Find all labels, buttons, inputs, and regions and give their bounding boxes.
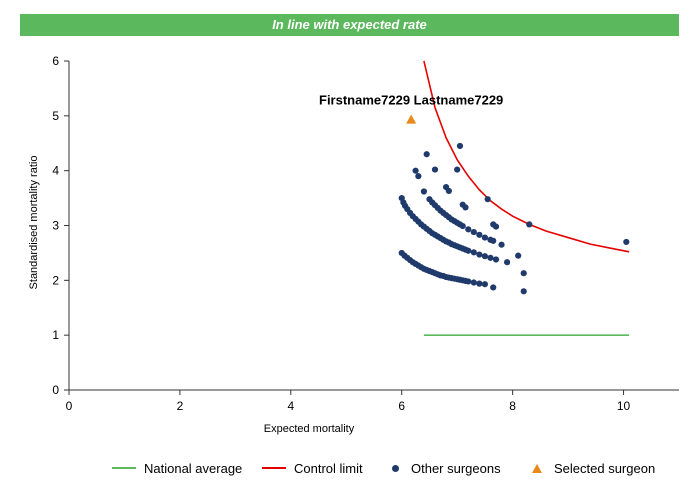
y-tick-label: 0 — [52, 383, 59, 397]
chart-title-banner: In line with expected rate — [20, 14, 679, 36]
other-surgeon-point — [476, 251, 483, 258]
selected-surgeon-swatch — [532, 463, 542, 473]
legend-item-selected-surgeon[interactable]: Selected surgeon — [528, 458, 655, 478]
legend-item-control-limit[interactable]: Control limit — [262, 458, 363, 478]
other-surgeon-point — [445, 187, 452, 195]
other-surgeon-point — [459, 222, 466, 230]
x-tick-label: 2 — [177, 399, 184, 413]
other-surgeon-point — [423, 151, 430, 158]
control-limit-swatch — [262, 467, 286, 469]
y-tick-label: 4 — [52, 164, 59, 178]
y-tick-label: 5 — [52, 109, 59, 123]
y-tick-label: 2 — [52, 273, 59, 287]
selected-surgeon-label: Firstname7229 Lastname7229 — [319, 93, 503, 108]
other-surgeon-point — [623, 238, 630, 246]
selected-surgeon-point — [406, 114, 417, 124]
other-surgeon-point — [456, 142, 464, 150]
control-limit-line — [423, 60, 630, 253]
other-surgeon-point — [465, 278, 472, 285]
y-axis-label: Standardised mortality ratio — [28, 156, 40, 290]
y-tick-label: 6 — [52, 54, 59, 68]
other-surgeon-point — [490, 284, 497, 291]
x-tick-label: 8 — [509, 399, 516, 413]
other-surgeon-point — [503, 259, 511, 266]
legend-label-other-surgeons: Other surgeons — [411, 460, 501, 476]
other-surgeon-point — [476, 231, 483, 238]
legend-label-national-average: National average — [144, 460, 243, 476]
other-surgeon-point — [481, 281, 489, 288]
other-surgeon-point — [420, 188, 428, 195]
other-surgeon-point — [481, 234, 489, 241]
national-average-swatch — [112, 467, 136, 469]
other-surgeon-point — [526, 221, 533, 228]
y-tick-label: 3 — [52, 219, 59, 233]
other-surgeon-point — [520, 288, 527, 295]
other-surgeon-point — [476, 280, 483, 287]
other-surgeon-point — [462, 204, 469, 211]
scatter-chart: 0 1 2 3 4 5 6 0 2 4 6 8 10 Expected mortality Standard… — [28, 54, 679, 435]
legend-label-control-limit: Control limit — [294, 460, 363, 476]
x-tick-label: 4 — [287, 399, 294, 413]
other-surgeon-point — [498, 241, 505, 248]
legend-item-other-surgeons[interactable]: Other surgeons — [388, 458, 501, 478]
other-surgeon-point — [492, 256, 500, 263]
other-surgeon-point — [415, 173, 422, 180]
other-surgeon-point — [515, 252, 522, 259]
other-surgeons-swatch — [392, 464, 399, 472]
other-surgeon-point — [470, 228, 477, 236]
other-surgeon-point — [470, 279, 477, 286]
other-surgeon-point — [412, 167, 419, 174]
other-surgeon-point — [520, 270, 527, 277]
other-surgeon-point — [490, 237, 497, 244]
legend-label-selected-surgeon: Selected surgeon — [554, 460, 656, 476]
y-tick-label: 1 — [52, 328, 59, 342]
other-surgeon-point — [465, 247, 472, 254]
x-tick-label: 10 — [617, 399, 631, 413]
x-axis-label: Expected mortality — [264, 423, 355, 435]
other-surgeon-point — [431, 166, 439, 173]
x-tick-label: 6 — [398, 399, 405, 413]
other-surgeon-point — [487, 254, 494, 261]
other-surgeon-point — [465, 226, 472, 233]
other-surgeon-point — [484, 196, 491, 203]
chart-legend: National average Control limit Other sur… — [0, 458, 700, 478]
other-surgeon-point — [454, 166, 461, 173]
other-surgeon-point — [492, 223, 500, 230]
other-surgeon-point — [470, 249, 477, 256]
x-tick-label: 0 — [66, 399, 73, 413]
legend-item-national-average[interactable]: National average — [112, 458, 242, 478]
other-surgeon-point — [481, 253, 489, 260]
